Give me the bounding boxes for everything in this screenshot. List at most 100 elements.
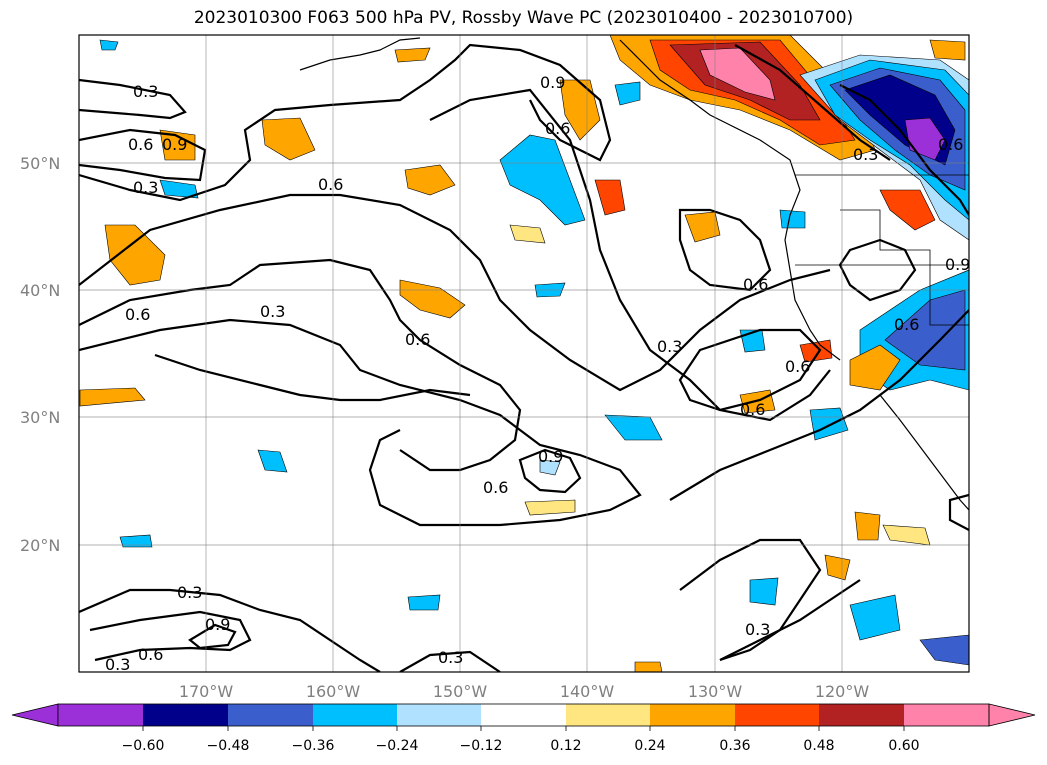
- negative-anomaly-patch: [119, 534, 153, 548]
- colorbar-segment: [397, 704, 481, 726]
- map-title: 2023010300 F063 500 hPa PV, Rossby Wave …: [193, 8, 854, 28]
- negative-anomaly-patch: [257, 449, 288, 473]
- contour-label: 0.9: [945, 255, 970, 274]
- colorbar-tick-label: 0.60: [888, 738, 919, 754]
- positive-anomaly-patch: [261, 117, 316, 161]
- colorbar-tick-label: 0.12: [550, 738, 581, 754]
- contour-line: [679, 538, 822, 662]
- contour-line: [89, 610, 252, 662]
- lat-tick-labels: 50°N 40°N 30°N 20°N: [20, 154, 60, 555]
- contour-label: 0.3: [745, 620, 770, 639]
- contour-line: [734, 44, 891, 161]
- contour-label: 0.6: [125, 305, 150, 324]
- contour-label: 0.6: [785, 357, 810, 376]
- contour-line: [154, 353, 471, 402]
- baja-coast: [879, 394, 969, 511]
- contour-label: 0.6: [318, 175, 343, 194]
- positive-anomaly-patch: [399, 279, 466, 319]
- positive-anomaly-patch: [849, 344, 901, 391]
- colorbar-segment: [143, 704, 228, 726]
- coastlines: [299, 37, 969, 511]
- contour-label: 0.3: [438, 648, 463, 667]
- positive-anomaly-patch: [634, 661, 663, 672]
- lon-tick-label: 130°W: [688, 682, 743, 701]
- colorbar-tick-label: −0.12: [460, 738, 503, 754]
- positive-anomaly-patch: [524, 499, 576, 516]
- colorbar-extend-min: [11, 703, 59, 727]
- lon-tick-label: 170°W: [179, 682, 234, 701]
- positive-anomaly-patch: [684, 211, 721, 243]
- colorbar-extend-max: [988, 703, 1036, 727]
- positive-anomaly-patch: [404, 164, 456, 196]
- contour-label: 0.9: [540, 73, 565, 92]
- contour-label: 0.6: [128, 135, 153, 154]
- positive-anomaly-patch: [79, 387, 146, 407]
- colorbar-tick-label: −0.60: [122, 738, 165, 754]
- contour-line: [518, 448, 582, 494]
- contour-line: [678, 328, 822, 412]
- colorbar-outline: [57, 703, 990, 727]
- map-frame: [78, 34, 970, 673]
- colorbar: −0.60 −0.48 −0.36 −0.24 −0.12 0.12 0.24 …: [11, 703, 1036, 754]
- colorbar-segment: [228, 704, 313, 726]
- colorbar-segment: [313, 704, 397, 726]
- negative-anomaly-patch: [749, 577, 779, 606]
- contour-line: [79, 128, 207, 182]
- colorbar-tick-label: 0.36: [719, 738, 750, 754]
- negative-anomaly-patch: [407, 594, 441, 611]
- contour-label: 0.6: [743, 275, 768, 294]
- contour-label: 0.6: [938, 135, 963, 154]
- lat-tick-label: 50°N: [20, 154, 60, 173]
- lon-tick-label: 160°W: [306, 682, 361, 701]
- lon-tick-labels: 170°W 160°W 150°W 140°W 130°W 120°W: [179, 682, 870, 701]
- contour-line: [79, 318, 642, 527]
- contour-label: 0.9: [162, 135, 187, 154]
- positive-anomaly-patch: [394, 47, 431, 63]
- colorbar-segment: [58, 704, 143, 726]
- contour-label: 0.3: [853, 145, 878, 164]
- positive-anomaly-patch: [159, 129, 196, 161]
- negative-anomaly-patch: [849, 594, 901, 641]
- contour-label: 0.3: [133, 82, 158, 101]
- contour-line: [79, 588, 381, 672]
- contour-label: 0.3: [177, 583, 202, 602]
- negative-anomaly-patch: [779, 209, 806, 229]
- lon-tick-label: 150°W: [433, 682, 488, 701]
- negative-anomaly-patch: [159, 179, 199, 199]
- contour-label: 0.6: [405, 330, 430, 349]
- lat-tick-label: 40°N: [20, 281, 60, 300]
- pv-contours: [79, 43, 969, 672]
- negative-anomaly-patch: [539, 459, 561, 476]
- contour-label: 0.6: [894, 315, 919, 334]
- lat-tick-label: 20°N: [20, 536, 60, 555]
- positive-anomaly-patch: [929, 39, 966, 61]
- contour-line: [429, 88, 831, 422]
- contour-label: 0.6: [545, 119, 570, 138]
- contour-label: 0.6: [483, 478, 508, 497]
- contour-line: [839, 84, 969, 216]
- colorbar-segment: [735, 704, 819, 726]
- contour-line: [79, 258, 522, 472]
- colorbar-segment: [481, 704, 566, 726]
- contour-line: [719, 579, 861, 661]
- colorbar-segment: [650, 704, 735, 726]
- colorbar-tick-label: 0.24: [634, 738, 665, 754]
- contour-line: [678, 208, 772, 292]
- contour-label: 0.6: [138, 645, 163, 664]
- lon-tick-label: 120°W: [815, 682, 870, 701]
- contour-line: [188, 623, 237, 650]
- positive-anomaly-patch: [879, 189, 936, 231]
- contour-line: [79, 78, 187, 120]
- colorbar-segment: [566, 704, 650, 726]
- graticule: [79, 35, 969, 672]
- colorbar-segment: [904, 704, 989, 726]
- contour-label: 0.3: [260, 302, 285, 321]
- contour-label: 0.9: [538, 447, 563, 466]
- contour-label: 0.3: [657, 337, 682, 356]
- colorbar-segment: [819, 704, 904, 726]
- negative-anomaly-patch: [919, 634, 969, 666]
- negative-anomaly-patch: [884, 289, 966, 371]
- contour-line: [79, 193, 831, 392]
- lat-tick-label: 30°N: [20, 408, 60, 427]
